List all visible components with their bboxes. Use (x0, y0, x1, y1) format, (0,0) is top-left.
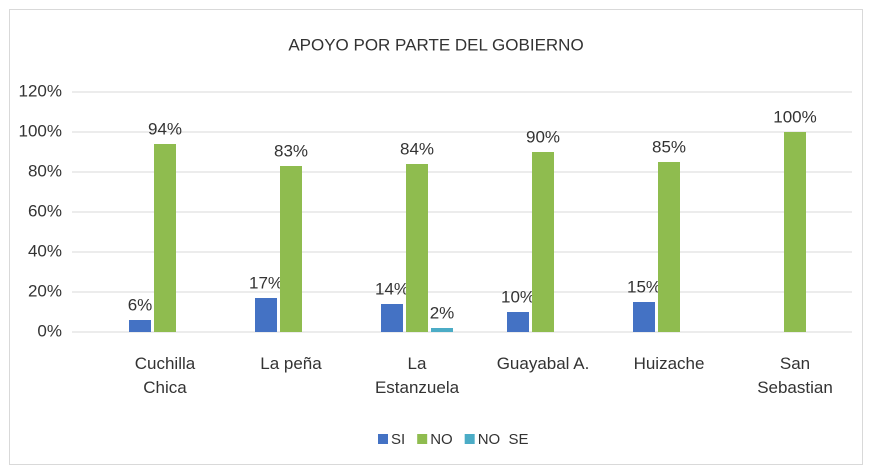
legend-label: NO (430, 431, 453, 448)
x-tick-label: Guayabal A. (496, 354, 590, 373)
y-tick-label: 60% (28, 201, 62, 220)
bar (507, 312, 529, 332)
data-label: 14% (375, 279, 409, 298)
y-tick-label: 80% (28, 161, 62, 180)
data-label: 83% (274, 141, 308, 160)
legend-swatch (417, 434, 428, 444)
data-label: 10% (501, 287, 535, 306)
bar (129, 320, 151, 332)
y-tick-label: 100% (19, 121, 62, 140)
x-tick-label: La Estanzuela (374, 354, 460, 397)
legend-swatch (378, 434, 388, 444)
x-tick-label: Huizache (633, 354, 705, 373)
bar (658, 162, 680, 332)
x-tick-label: La peña (260, 354, 322, 373)
data-label: 84% (400, 139, 434, 158)
legend-label: SI (391, 431, 405, 448)
bar (431, 328, 453, 332)
y-tick-label: 20% (28, 281, 62, 300)
data-label: 2% (430, 303, 455, 322)
bar (633, 302, 655, 332)
bar (406, 164, 428, 332)
chart-border (9, 9, 863, 465)
legend-swatch (464, 434, 475, 444)
data-label: 6% (128, 295, 153, 314)
legend-label: NO SE (478, 431, 529, 448)
data-label: 100% (773, 107, 816, 126)
data-label: 15% (627, 277, 661, 296)
bar (255, 298, 277, 332)
chart-title: APOYO POR PARTE DEL GOBIERNO (288, 35, 583, 54)
bar (154, 144, 176, 332)
x-tick-label: Cuchilla Chica (134, 354, 196, 397)
y-tick-label: 40% (28, 241, 62, 260)
y-tick-label: 120% (19, 81, 62, 100)
bar (784, 132, 806, 332)
data-label: 94% (148, 119, 182, 138)
x-tick-label: San Sebastian (757, 354, 833, 397)
y-tick-label: 0% (37, 321, 62, 340)
data-label: 90% (526, 127, 560, 146)
data-label: 85% (652, 137, 686, 156)
bar (532, 152, 554, 332)
bar (381, 304, 403, 332)
data-label: 17% (249, 273, 283, 292)
bar (280, 166, 302, 332)
